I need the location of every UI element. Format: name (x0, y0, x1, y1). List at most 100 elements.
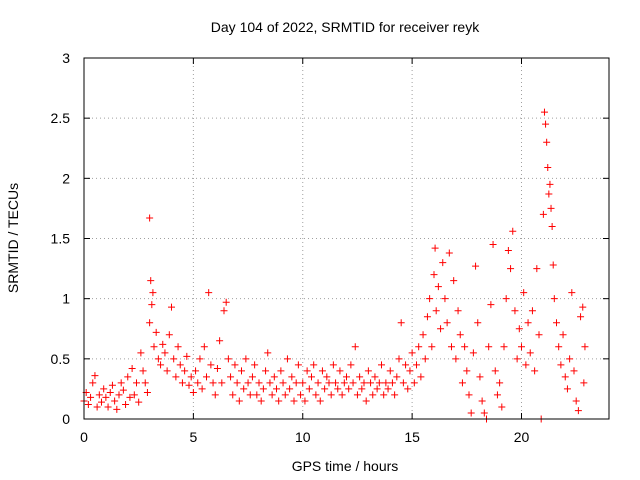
data-point (224, 355, 232, 363)
data-point (122, 401, 130, 409)
data-point (231, 361, 239, 369)
data-point (437, 325, 445, 333)
data-point (135, 398, 143, 406)
data-point (360, 379, 368, 387)
data-point (143, 389, 151, 397)
data-point (213, 364, 221, 372)
data-point (535, 331, 543, 339)
data-point (404, 385, 412, 393)
data-point (423, 313, 431, 321)
data-point (498, 403, 506, 411)
data-point (563, 385, 571, 393)
data-point (431, 244, 439, 252)
data-point (544, 164, 552, 172)
data-point (406, 367, 414, 375)
data-point (553, 319, 560, 327)
data-point (545, 190, 553, 198)
data-point (238, 367, 245, 375)
data-point (443, 319, 451, 327)
data-point (152, 328, 160, 336)
data-point (115, 391, 123, 399)
data-point (211, 391, 219, 399)
data-point (518, 343, 525, 351)
data-point (209, 379, 217, 387)
data-point (91, 372, 99, 380)
data-point (277, 367, 285, 375)
data-point (146, 319, 154, 327)
data-point (216, 337, 224, 345)
data-point (268, 391, 276, 399)
data-point (240, 385, 248, 393)
data-point (183, 352, 191, 360)
data-point (487, 301, 495, 309)
data-point (502, 295, 510, 303)
data-point (159, 340, 167, 348)
x-tick-label: 20 (514, 429, 530, 445)
data-point (198, 385, 206, 393)
data-point (417, 373, 425, 381)
data-point (262, 367, 270, 375)
data-point (297, 391, 305, 399)
x-tick-label: 5 (189, 429, 197, 445)
data-point (465, 391, 473, 399)
data-point (194, 379, 202, 387)
y-tick-label: 0.5 (51, 351, 71, 367)
data-point (533, 265, 541, 273)
data-point (511, 307, 519, 315)
data-point (547, 204, 555, 212)
data-point (351, 343, 359, 351)
x-tick-label: 10 (295, 429, 311, 445)
data-point (176, 361, 184, 369)
data-point (323, 373, 331, 381)
data-point (308, 373, 315, 381)
data-point (163, 367, 171, 375)
data-point (205, 289, 213, 297)
data-point (290, 397, 298, 405)
data-point (526, 349, 534, 357)
data-point (312, 391, 320, 399)
data-point (318, 367, 326, 375)
data-point (353, 391, 361, 399)
data-point (480, 409, 488, 417)
data-point (507, 265, 515, 273)
data-point (577, 313, 585, 321)
data-point (168, 303, 175, 311)
data-point (248, 373, 256, 381)
data-point (402, 361, 410, 369)
data-point (345, 385, 353, 393)
data-point (220, 307, 228, 315)
data-point (343, 373, 350, 381)
data-point (93, 403, 101, 411)
data-point (233, 379, 241, 387)
data-point (531, 367, 539, 375)
data-point (174, 343, 182, 351)
data-point (522, 361, 530, 369)
data-point (454, 307, 462, 315)
data-point (332, 379, 340, 387)
data-point (108, 381, 116, 389)
data-point (227, 373, 235, 381)
data-point (570, 367, 578, 375)
data-point (397, 319, 405, 327)
data-point (139, 367, 147, 375)
data-point (325, 379, 333, 387)
data-point (292, 379, 300, 387)
data-point (113, 405, 121, 413)
data-point (542, 120, 550, 128)
data-point (259, 385, 267, 393)
data-point (413, 361, 420, 369)
data-point (314, 379, 322, 387)
data-point (378, 361, 385, 369)
data-point (371, 373, 379, 381)
data-point (349, 379, 357, 387)
data-point (264, 349, 272, 357)
data-point (373, 385, 381, 393)
data-point (485, 343, 493, 351)
data-point (445, 249, 453, 257)
data-point (386, 367, 394, 375)
data-point (165, 331, 173, 339)
data-point (126, 393, 134, 401)
data-point (362, 397, 370, 405)
chart-title: Day 104 of 2022, SRMTID for receiver rey… (211, 19, 480, 35)
